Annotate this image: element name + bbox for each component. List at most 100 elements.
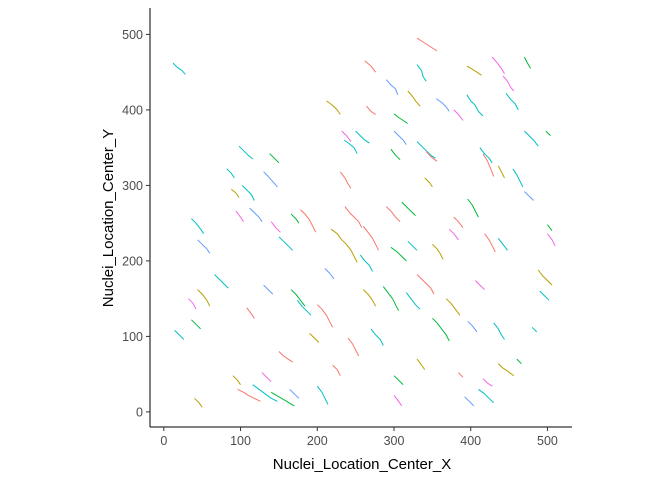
- track-line: [466, 94, 484, 117]
- track-line: [235, 210, 245, 222]
- y-tick-label: 500: [122, 28, 143, 42]
- track-line: [290, 289, 306, 307]
- track-line: [479, 147, 493, 164]
- track-line: [401, 201, 416, 216]
- track-line: [278, 351, 293, 363]
- track-line: [230, 188, 240, 198]
- track-line: [246, 307, 255, 319]
- track-line: [252, 384, 278, 402]
- track-line: [547, 224, 553, 232]
- track-line: [478, 388, 495, 404]
- track-line: [339, 171, 352, 189]
- track-line: [453, 216, 464, 229]
- x-tick-label: 400: [460, 434, 481, 448]
- track-line: [362, 289, 377, 307]
- track-line: [390, 148, 401, 161]
- track-line: [316, 385, 329, 405]
- track-line: [505, 92, 519, 111]
- track-line: [238, 145, 254, 160]
- track-line: [289, 388, 300, 399]
- y-tick-label: 200: [122, 254, 143, 268]
- plot-panel: [172, 37, 556, 408]
- track-line: [172, 62, 186, 75]
- track-line: [497, 165, 505, 179]
- track-line: [493, 322, 505, 340]
- x-tick-label: 100: [230, 434, 251, 448]
- track-line: [502, 75, 515, 92]
- track-line: [531, 326, 538, 333]
- track-line: [382, 286, 400, 311]
- track-line: [393, 394, 403, 407]
- track-line: [249, 207, 263, 222]
- y-tick-label: 0: [136, 405, 143, 419]
- track-line: [385, 206, 401, 223]
- track-line: [458, 372, 464, 378]
- track-line: [343, 139, 358, 154]
- track-line: [545, 130, 551, 136]
- track-line: [270, 391, 295, 407]
- track-line: [261, 372, 272, 383]
- track-line: [370, 328, 384, 346]
- track-line: [191, 319, 201, 330]
- track-line: [467, 198, 479, 218]
- track-line: [330, 228, 358, 263]
- x-tick-label: 0: [160, 434, 167, 448]
- y-tick-label: 300: [122, 179, 143, 193]
- track-line: [241, 185, 255, 201]
- track-line: [547, 233, 556, 247]
- track-line: [341, 130, 352, 142]
- track-line: [278, 236, 294, 251]
- track-line: [237, 388, 261, 402]
- y-tick-label: 100: [122, 330, 143, 344]
- track-line: [362, 225, 380, 251]
- track-line: [497, 237, 508, 251]
- track-line: [326, 100, 341, 115]
- track-line: [194, 397, 203, 408]
- track-line: [512, 168, 524, 188]
- track-line: [355, 130, 370, 144]
- x-axis-title: Nuclei_Location_Center_X: [273, 456, 451, 473]
- track-line: [366, 105, 376, 115]
- track-line: [524, 130, 539, 147]
- track-line: [416, 141, 436, 159]
- track-line: [393, 113, 409, 124]
- track-line: [524, 191, 534, 201]
- track-line: [364, 60, 376, 73]
- track-line: [232, 375, 241, 385]
- track-line: [425, 151, 438, 162]
- track-line: [497, 363, 514, 377]
- track-line: [270, 221, 281, 233]
- y-tick-label: 400: [122, 103, 143, 117]
- track-line: [453, 109, 464, 121]
- y-axis: 0 100 200 300 400 500: [122, 8, 151, 427]
- track-line: [393, 130, 407, 145]
- track-line: [537, 269, 553, 286]
- track-line: [191, 218, 205, 234]
- track-line: [474, 280, 485, 290]
- track-line: [516, 358, 522, 364]
- x-tick-label: 300: [384, 434, 405, 448]
- track-line: [435, 98, 450, 112]
- track-line: [347, 337, 360, 357]
- track-line: [482, 153, 495, 177]
- track-line: [407, 240, 418, 251]
- track-line: [405, 292, 421, 310]
- track-line: [296, 299, 312, 316]
- track-line: [467, 320, 478, 333]
- track-line: [359, 254, 373, 272]
- track-line: [448, 228, 459, 241]
- x-axis: 0 100 200 300 400 500: [150, 426, 572, 448]
- track-line: [226, 168, 235, 179]
- track-line: [464, 396, 475, 407]
- track-line: [482, 378, 493, 387]
- track-line: [484, 233, 496, 253]
- track-line: [416, 358, 426, 370]
- track-line: [466, 65, 482, 76]
- track-line: [523, 56, 532, 69]
- track-line: [424, 177, 433, 188]
- track-line: [416, 64, 427, 82]
- track-line: [300, 209, 317, 233]
- track-line: [269, 153, 280, 164]
- track-line: [188, 298, 197, 310]
- track-line: [385, 79, 399, 95]
